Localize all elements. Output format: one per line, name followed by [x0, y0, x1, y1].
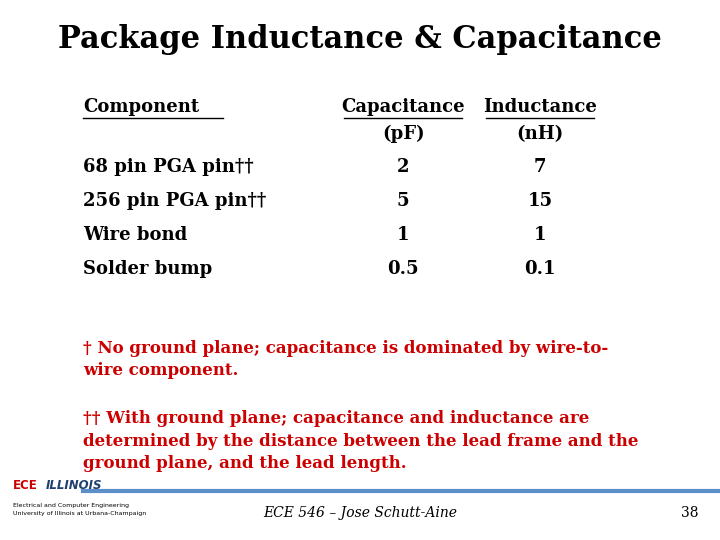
Text: (pF): (pF) [382, 125, 425, 143]
Text: Solder bump: Solder bump [83, 260, 212, 278]
Text: 1: 1 [397, 226, 410, 244]
Text: University of Illinois at Urbana-Champaign: University of Illinois at Urbana-Champai… [13, 511, 146, 516]
Text: ECE 546 – Jose Schutt-Aine: ECE 546 – Jose Schutt-Aine [263, 506, 457, 520]
Text: 38: 38 [681, 506, 698, 520]
Text: 7: 7 [534, 158, 546, 176]
Text: ECE: ECE [13, 480, 37, 492]
Text: 68 pin PGA pin††: 68 pin PGA pin†† [83, 158, 253, 176]
Text: Electrical and Computer Engineering: Electrical and Computer Engineering [13, 503, 129, 508]
Text: Wire bond: Wire bond [83, 226, 187, 244]
Text: ILLINOIS: ILLINOIS [45, 480, 102, 492]
Text: † No ground plane; capacitance is dominated by wire-to-
wire component.: † No ground plane; capacitance is domina… [83, 340, 608, 380]
Text: 0.1: 0.1 [524, 260, 556, 278]
Text: 2: 2 [397, 158, 410, 176]
Text: 5: 5 [397, 192, 410, 210]
Text: †† With ground plane; capacitance and inductance are
determined by the distance : †† With ground plane; capacitance and in… [83, 410, 638, 472]
Text: 256 pin PGA pin††: 256 pin PGA pin†† [83, 192, 266, 210]
Text: 15: 15 [528, 192, 552, 210]
Text: (nH): (nH) [516, 125, 564, 143]
Text: Component: Component [83, 98, 199, 116]
Text: 0.5: 0.5 [387, 260, 419, 278]
Text: Package Inductance & Capacitance: Package Inductance & Capacitance [58, 24, 662, 55]
Text: Inductance: Inductance [483, 98, 597, 116]
Text: 1: 1 [534, 226, 546, 244]
Text: Capacitance: Capacitance [341, 98, 465, 116]
